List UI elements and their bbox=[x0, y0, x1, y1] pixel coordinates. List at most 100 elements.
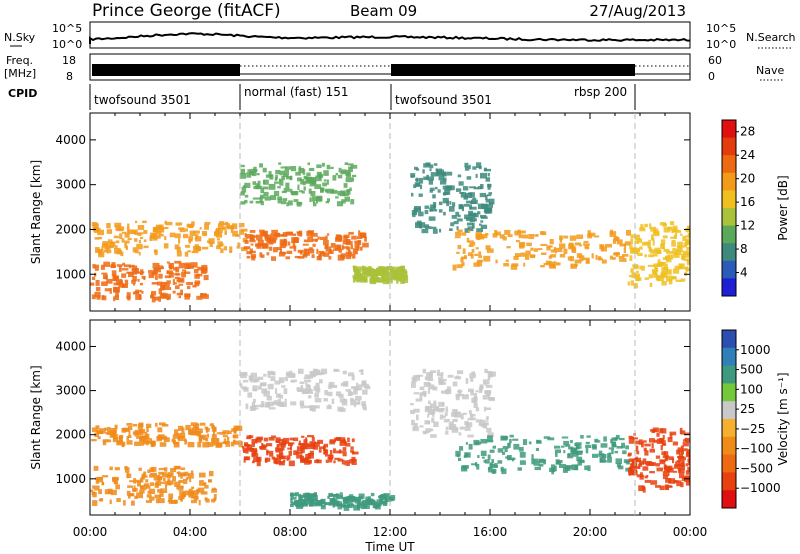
velocity-data-cell bbox=[642, 466, 649, 471]
power-data-cell bbox=[100, 264, 105, 270]
power-data-cell bbox=[354, 240, 361, 244]
freq-band-1 bbox=[92, 64, 240, 76]
velocity-data-cell bbox=[98, 498, 103, 502]
power-data-cell bbox=[204, 221, 211, 225]
velocity-data-cell bbox=[197, 487, 205, 493]
power-data-cell bbox=[567, 256, 572, 261]
velocity-data-cell bbox=[329, 450, 333, 456]
power-data-cell bbox=[310, 232, 318, 237]
power-data-cell bbox=[469, 192, 475, 198]
velocity-data-cell bbox=[534, 466, 541, 471]
velocity-data-cell bbox=[283, 388, 288, 394]
power-data-cell bbox=[94, 291, 101, 298]
power-data-cell bbox=[103, 274, 108, 279]
velocity-data-cell bbox=[268, 407, 276, 410]
velocity-data-cell bbox=[326, 405, 332, 410]
power-data-cell bbox=[216, 245, 221, 250]
velocity-data-cell bbox=[309, 450, 314, 455]
velocity-data-cell bbox=[422, 390, 427, 396]
velocity-data-cell bbox=[101, 482, 105, 486]
power-data-cell bbox=[292, 242, 296, 247]
power-data-cell bbox=[106, 229, 113, 234]
power-colorbar-swatch bbox=[722, 155, 736, 174]
power-data-cell bbox=[257, 239, 264, 246]
power-data-cell bbox=[392, 271, 395, 277]
velocity-data-cell bbox=[277, 398, 281, 404]
velocity-data-cell bbox=[497, 460, 503, 464]
velocity-data-cell bbox=[458, 432, 462, 436]
power-data-cell bbox=[306, 231, 313, 236]
velocity-data-cell bbox=[163, 437, 170, 442]
nsky-tick-low: 10^0 bbox=[52, 38, 82, 51]
power-data-cell bbox=[150, 294, 155, 299]
power-data-cell bbox=[191, 250, 199, 254]
power-data-cell bbox=[523, 262, 526, 267]
power-data-cell bbox=[96, 227, 101, 232]
velocity-data-cell bbox=[259, 383, 267, 386]
power-data-cell bbox=[285, 231, 293, 236]
velocity-data-cell bbox=[424, 420, 431, 425]
power-data-cell bbox=[357, 236, 363, 239]
power-data-cell bbox=[644, 223, 648, 228]
velocity-data-cell bbox=[309, 405, 314, 411]
velocity-data-cell bbox=[251, 439, 258, 444]
velocity-data-cell bbox=[517, 467, 522, 471]
power-data-cell bbox=[464, 166, 470, 171]
velocity-data-cell bbox=[344, 460, 348, 466]
power-data-cell bbox=[427, 176, 434, 181]
power-data-cell bbox=[682, 235, 687, 239]
power-data-cell bbox=[584, 243, 590, 247]
velocity-data-cell bbox=[199, 434, 203, 439]
power-data-cell bbox=[286, 250, 293, 254]
power-data-cell bbox=[377, 271, 381, 276]
velocity-data-cell bbox=[286, 455, 291, 460]
velocity-data-cell bbox=[659, 428, 664, 433]
velocity-data-cell bbox=[619, 437, 625, 441]
velocity-data-cell bbox=[242, 446, 245, 449]
power-data-cell bbox=[244, 240, 249, 244]
velocity-data-cell bbox=[110, 428, 117, 434]
power-data-cell bbox=[306, 176, 313, 183]
power-data-cell bbox=[169, 232, 176, 238]
power-data-cell bbox=[91, 276, 96, 280]
power-data-cell bbox=[464, 162, 469, 168]
velocity-data-cell bbox=[478, 421, 482, 426]
power-colorbar-ticklabel: 20 bbox=[740, 172, 755, 186]
velocity-data-cell bbox=[186, 477, 189, 481]
power-data-cell bbox=[647, 264, 654, 267]
power-data-cell bbox=[315, 196, 321, 200]
velocity-data-cell bbox=[607, 456, 612, 463]
velocity-data-cell bbox=[140, 485, 147, 491]
power-colorbar-frame bbox=[721, 119, 737, 297]
power-data-cell bbox=[450, 222, 455, 227]
power-data-cell bbox=[416, 177, 419, 183]
velocity-data-cell bbox=[501, 468, 507, 475]
power-data-cell bbox=[654, 249, 661, 254]
velocity-data-cell bbox=[502, 446, 509, 449]
velocity-data-cell bbox=[644, 479, 651, 483]
power-data-cell bbox=[118, 266, 122, 272]
power-data-cell bbox=[418, 207, 421, 213]
power-data-cell bbox=[259, 186, 263, 189]
velocity-data-cell bbox=[416, 414, 419, 421]
velocity-data-cell bbox=[443, 378, 447, 382]
velocity-data-cell bbox=[656, 432, 660, 437]
power-data-cell bbox=[464, 203, 470, 207]
power-data-cell bbox=[449, 201, 452, 205]
power-data-cell bbox=[186, 223, 194, 228]
velocity-data-cell bbox=[261, 401, 265, 407]
power-data-cell bbox=[595, 254, 598, 260]
power-data-cell bbox=[247, 169, 251, 172]
power-data-cell bbox=[474, 253, 479, 256]
power-data-cell bbox=[631, 250, 639, 254]
power-data-cell bbox=[336, 245, 341, 250]
velocity-data-cell bbox=[158, 422, 166, 426]
velocity-data-cell bbox=[655, 463, 660, 467]
power-data-cell bbox=[594, 235, 600, 238]
velocity-data-cell bbox=[349, 494, 354, 498]
velocity-data-cell bbox=[121, 441, 126, 447]
power-data-cell bbox=[678, 263, 685, 270]
power-data-cell bbox=[460, 257, 464, 263]
velocity-data-cell bbox=[113, 482, 118, 485]
power-data-cell bbox=[230, 226, 233, 233]
